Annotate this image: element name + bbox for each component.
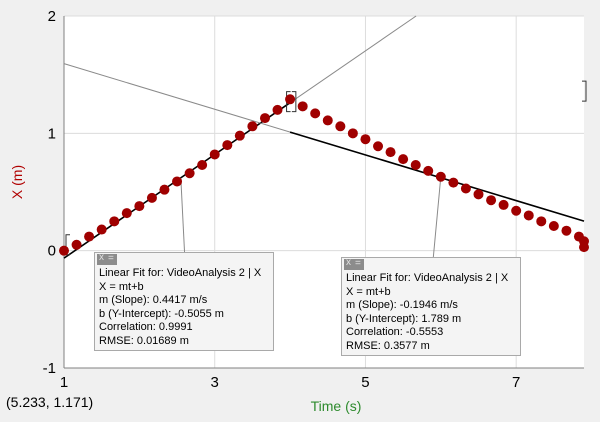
- fit-equation: X = mt+b: [346, 285, 391, 298]
- data-point: [511, 205, 522, 216]
- data-point: [523, 210, 534, 221]
- data-point: [121, 208, 132, 219]
- fit-rmse: RMSE: 0.3577 m: [346, 339, 430, 352]
- fit-equation: X = mt+b: [99, 280, 144, 293]
- data-point: [259, 113, 270, 124]
- data-point: [310, 108, 321, 119]
- data-point: [247, 121, 258, 132]
- data-point: [59, 245, 69, 256]
- range-bracket: [65, 234, 70, 256]
- fit-intercept: b (Y-Intercept): -0.5055 m: [99, 307, 224, 320]
- y-axis-label: X (m): [9, 165, 25, 199]
- fit-correlation: Correlation: -0.5553: [346, 326, 444, 338]
- fit-title: Linear Fit for: VideoAnalysis 2 | X: [346, 272, 509, 284]
- fit-intercept: b (Y-Intercept): 1.789 m: [346, 312, 462, 325]
- data-point: [134, 201, 145, 212]
- fit-rmse: RMSE: 0.01689 m: [99, 334, 189, 347]
- data-point: [71, 239, 82, 250]
- data-point: [84, 231, 95, 242]
- data-point: [146, 192, 157, 203]
- data-point: [373, 141, 384, 152]
- data-point: [297, 101, 308, 112]
- fit-box-menu-icon[interactable]: [97, 251, 117, 266]
- fit-info-box-2[interactable]: Linear Fit for: VideoAnalysis 2 | X X = …: [341, 256, 521, 356]
- data-point: [109, 216, 120, 227]
- data-point: [322, 115, 333, 126]
- leader-line: [180, 177, 186, 254]
- fit-correlation: Correlation: 0.9991: [99, 321, 193, 333]
- range-bracket: [582, 80, 587, 102]
- fit-slope: m (Slope): -0.1946 m/s: [346, 299, 458, 311]
- data-point: [347, 128, 358, 139]
- range-bracket: [291, 91, 297, 113]
- data-points: [59, 94, 589, 256]
- data-point: [460, 183, 471, 194]
- fit-title: Linear Fit for: VideoAnalysis 2 | X: [99, 267, 262, 279]
- data-point: [360, 134, 371, 145]
- data-point: [579, 242, 589, 253]
- data-point: [486, 195, 497, 206]
- fit-slope: m (Slope): 0.4417 m/s: [99, 294, 208, 306]
- x-tick-label: 5: [361, 374, 369, 391]
- data-point: [184, 168, 195, 179]
- y-tick-label: 0: [48, 243, 56, 260]
- data-point: [159, 184, 170, 195]
- tick-labels: 1 3 5 7 -1 0 1 2: [43, 8, 521, 391]
- data-point: [548, 221, 559, 232]
- grid: [63, 15, 584, 369]
- x-tick-label: 3: [211, 374, 219, 391]
- data-point: [209, 149, 220, 160]
- data-point: [448, 177, 459, 188]
- data-point: [222, 140, 233, 151]
- data-point: [498, 199, 509, 210]
- data-point: [423, 165, 434, 176]
- x-axis-label: Time (s): [311, 398, 362, 414]
- fit-box-menu-icon[interactable]: [344, 256, 364, 271]
- data-point: [96, 224, 107, 235]
- data-point: [561, 225, 572, 236]
- cursor-coordinates: (5.233, 1.171): [6, 394, 94, 410]
- data-point: [435, 171, 446, 182]
- data-point: [285, 94, 296, 105]
- fit-info-box-1[interactable]: Linear Fit for: VideoAnalysis 2 | X X = …: [94, 251, 274, 351]
- leader-line: [432, 176, 442, 258]
- y-tick-label: 1: [48, 125, 56, 142]
- data-point: [398, 154, 409, 165]
- y-tick-label: 2: [48, 8, 56, 25]
- data-point: [172, 176, 183, 187]
- data-point: [473, 189, 484, 200]
- data-point: [272, 104, 283, 115]
- x-tick-label: 1: [60, 374, 68, 391]
- data-point: [234, 130, 245, 141]
- y-tick-label: -1: [43, 360, 56, 377]
- data-point: [385, 147, 396, 158]
- data-point: [335, 121, 346, 132]
- data-point: [410, 160, 421, 171]
- data-point: [197, 160, 208, 171]
- data-point: [536, 216, 547, 227]
- x-tick-label: 7: [512, 374, 520, 391]
